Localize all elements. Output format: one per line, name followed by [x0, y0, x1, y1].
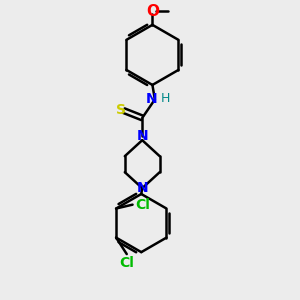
Text: N: N — [136, 181, 148, 195]
Text: Cl: Cl — [136, 198, 150, 212]
Text: H: H — [161, 92, 170, 105]
Text: N: N — [146, 92, 157, 106]
Text: O: O — [146, 4, 159, 19]
Text: S: S — [116, 103, 126, 117]
Text: N: N — [136, 129, 148, 143]
Text: Cl: Cl — [119, 256, 134, 270]
